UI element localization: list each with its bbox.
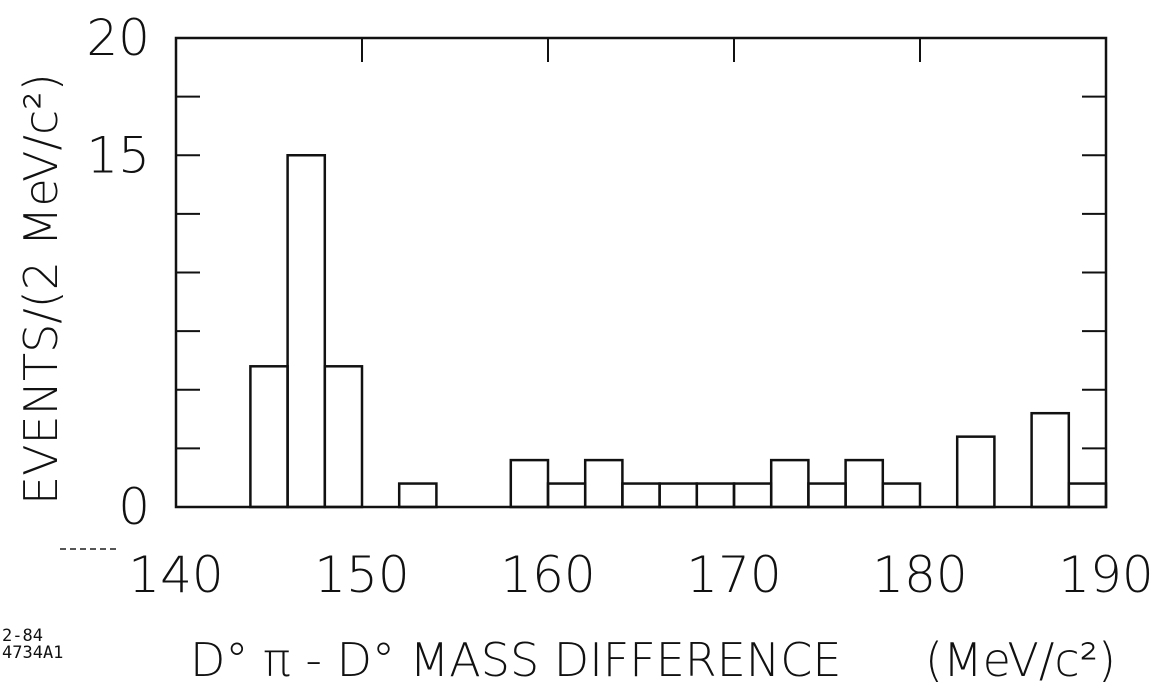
x-tick-label: 160: [500, 546, 595, 604]
histogram-bars: [249, 154, 1108, 509]
x-tick-label: 190: [1058, 546, 1153, 604]
figure-id-note: 2-84 4734A1: [2, 628, 63, 662]
histogram-bar: [397, 482, 438, 509]
histogram-bar: [546, 482, 587, 509]
histogram-bar: [286, 154, 327, 509]
histogram-bar: [844, 458, 885, 509]
x-tick-label: 140: [128, 546, 223, 604]
histogram-bar: [1067, 482, 1108, 509]
x-tick-label: 150: [314, 546, 409, 604]
y-tick-label: 15: [86, 126, 150, 184]
x-axis-title: D° π - D° MASS DIFFERENCE: [190, 633, 841, 687]
axis-ticks: [175, 37, 1107, 508]
histogram-bar: [583, 458, 624, 509]
histogram-bar: [955, 435, 996, 509]
dash-mark: [60, 548, 116, 550]
histogram-bar: [769, 458, 810, 509]
histogram-bar: [621, 482, 661, 509]
histogram-bar: [658, 482, 699, 509]
histogram-bar: [732, 482, 773, 509]
tick-labels: 140 150 160 170 180 190 0 15 20: [86, 9, 1153, 604]
histogram-bar: [695, 482, 736, 509]
figure-date: 2-84: [2, 626, 43, 646]
histogram-bar: [509, 458, 550, 509]
histogram-bar: [807, 482, 847, 509]
y-tick-label: 20: [86, 9, 150, 67]
figure-number: 4734A1: [2, 643, 64, 663]
histogram-bar: [881, 482, 922, 509]
histogram-bar: [323, 365, 364, 509]
y-axis-title: EVENTS/(2 MeV/c²): [14, 73, 68, 505]
x-tick-label: 180: [872, 546, 967, 604]
y-tick-label: 0: [118, 478, 150, 536]
histogram-bar: [249, 365, 289, 509]
x-axis-unit: (MeV/c²): [925, 633, 1116, 687]
x-tick-label: 170: [686, 546, 781, 604]
histogram-bar: [1030, 411, 1071, 509]
